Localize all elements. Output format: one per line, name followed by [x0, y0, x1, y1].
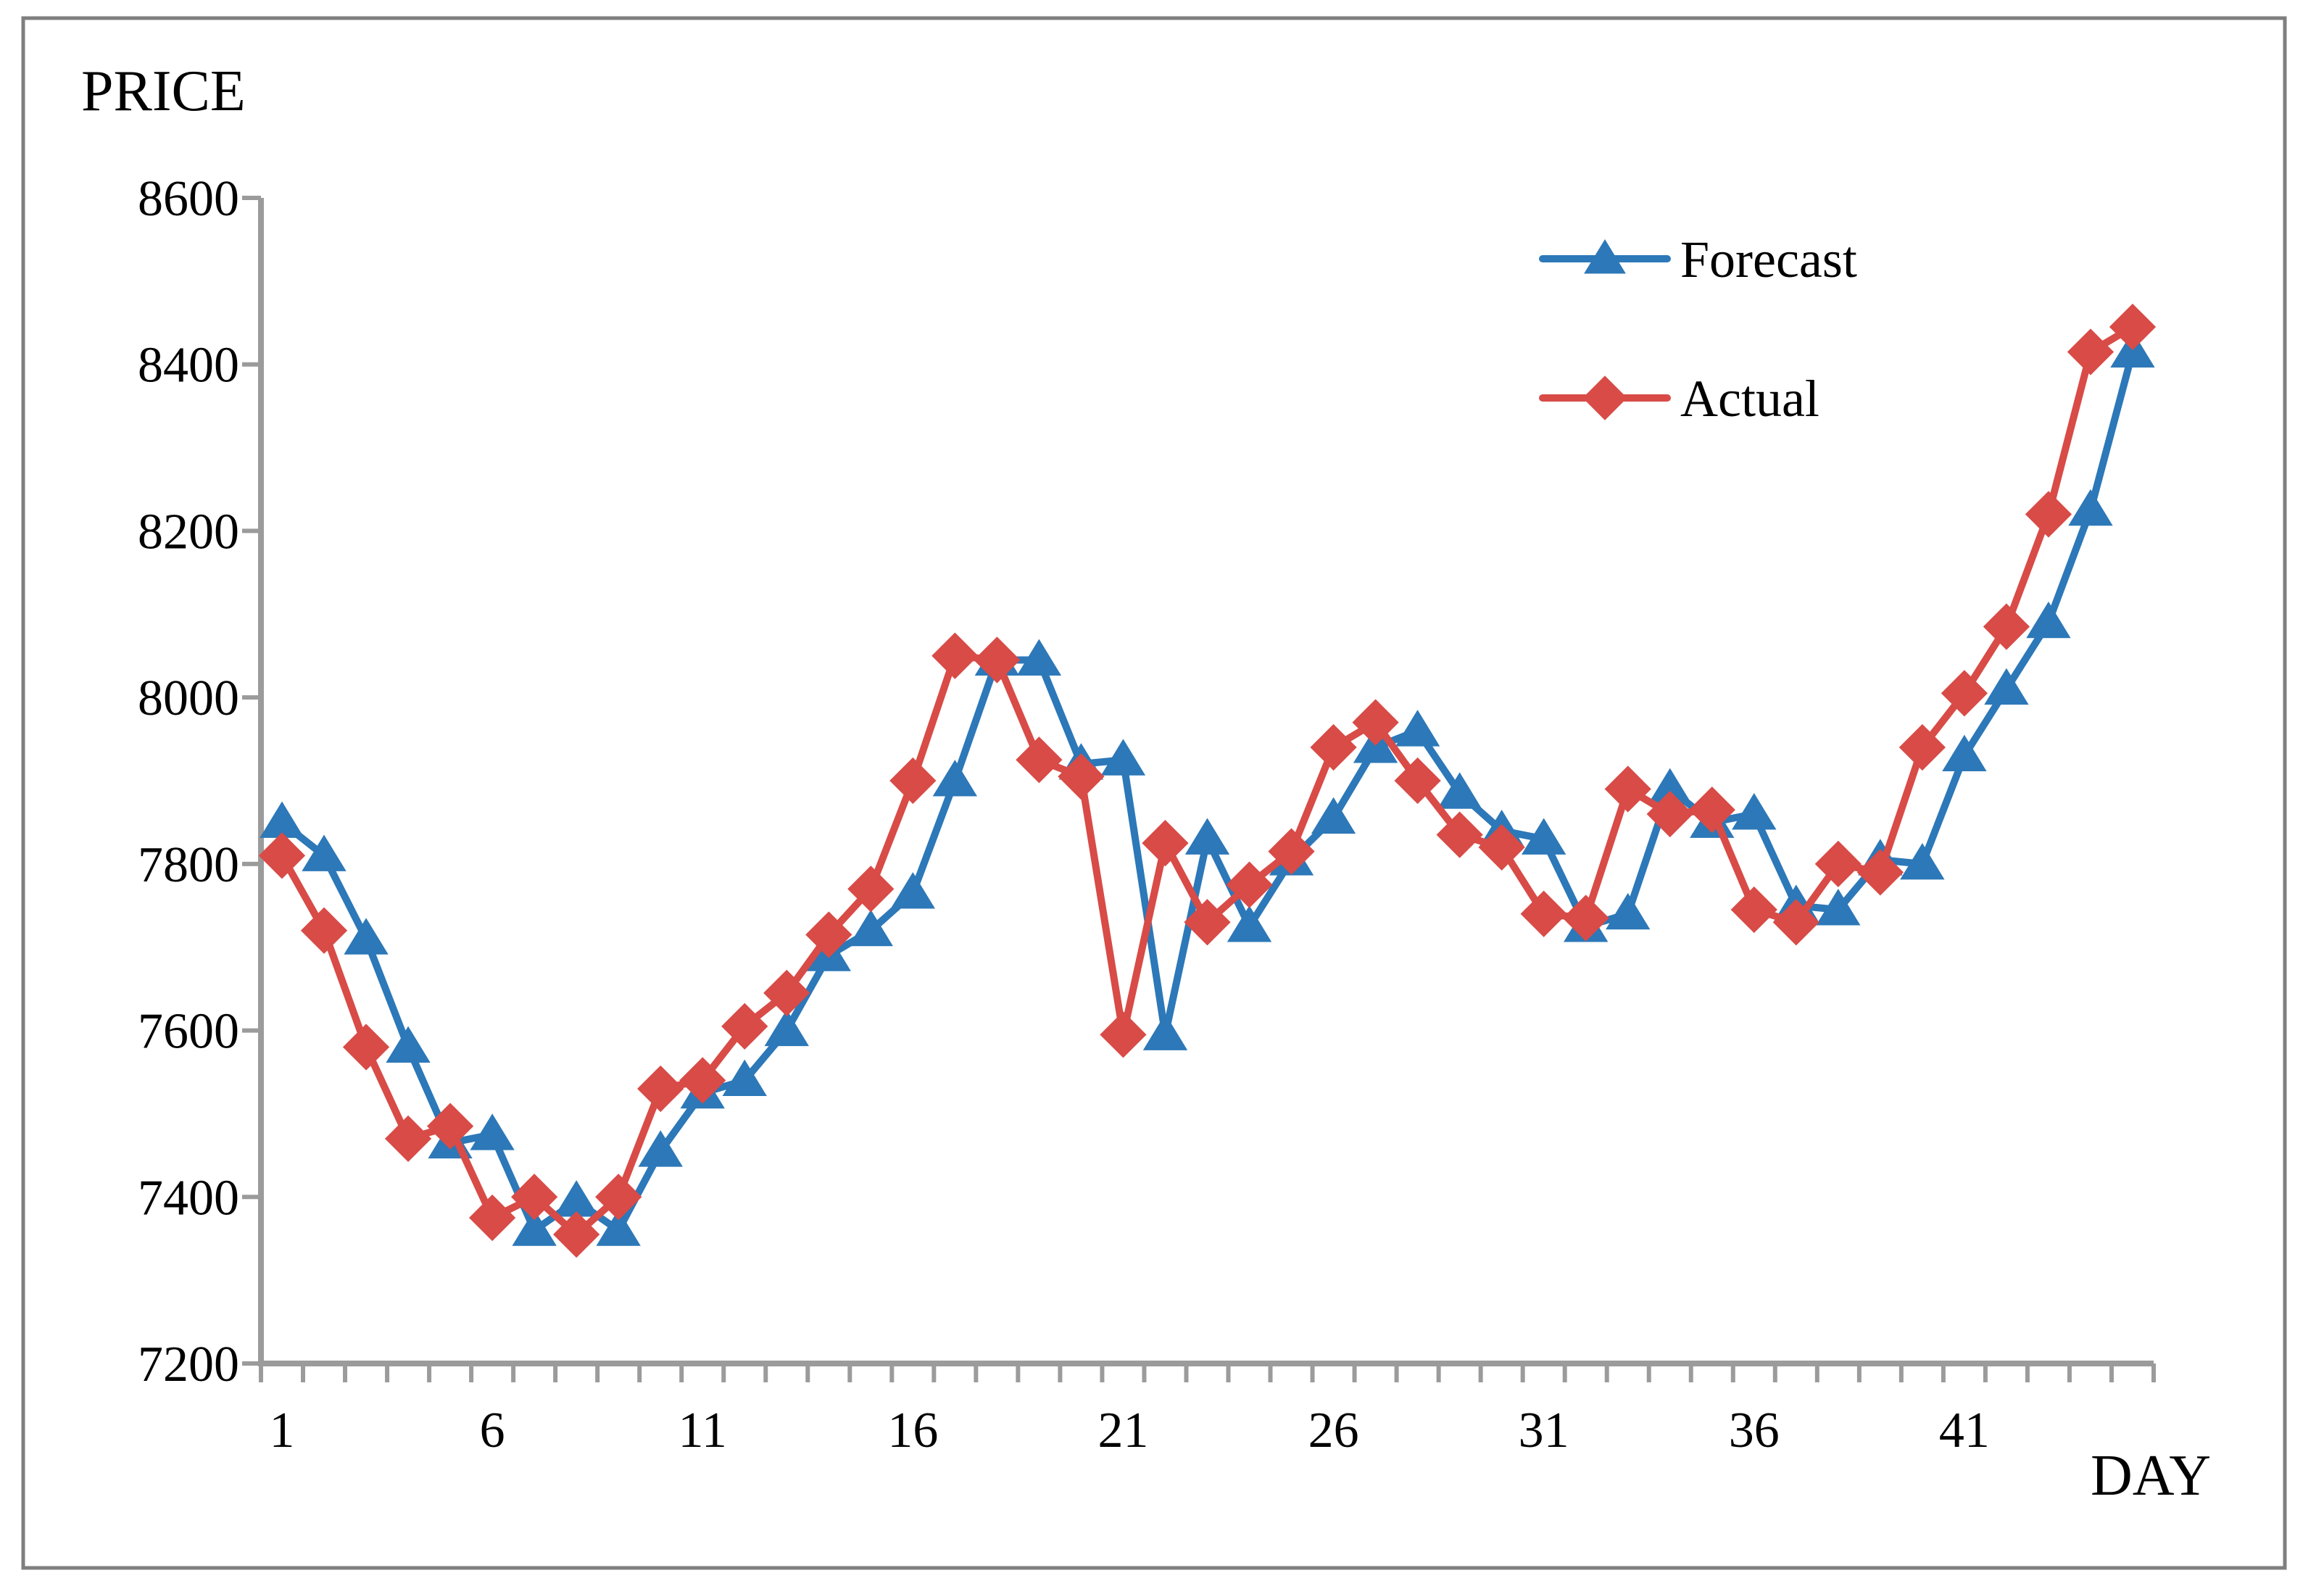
x-tick-label: 16 — [887, 1403, 938, 1458]
x-tick-label: 6 — [480, 1403, 505, 1458]
y-tick-label: 7600 — [138, 1004, 239, 1060]
x-tick-label: 11 — [678, 1403, 727, 1458]
legend-label-forecast: Forecast — [1680, 231, 1857, 289]
y-axis-title: PRICE — [81, 59, 246, 123]
legend-label-actual: Actual — [1680, 370, 1819, 428]
y-tick-label: 8000 — [138, 671, 239, 726]
series-markers-actual — [258, 303, 2157, 1258]
series-line-forecast — [278, 348, 2136, 1234]
series-markers-forecast — [260, 331, 2155, 1246]
series-line-actual — [278, 323, 2136, 1238]
x-axis-title: DAY — [2091, 1444, 2211, 1508]
y-tick-label: 8200 — [138, 504, 239, 560]
legend-diamond-icon — [1582, 375, 1627, 420]
x-tick-label: 1 — [270, 1403, 295, 1458]
y-tick-label: 7800 — [138, 837, 239, 893]
y-tick-label: 8400 — [138, 338, 239, 394]
y-tick-label: 7400 — [138, 1170, 239, 1226]
x-tick-label: 21 — [1097, 1403, 1148, 1458]
x-tick-label: 36 — [1729, 1403, 1780, 1458]
x-tick-label: 31 — [1519, 1403, 1569, 1458]
legend-triangle-icon — [1584, 239, 1626, 274]
x-tick-label: 41 — [1939, 1403, 1990, 1458]
figure-border — [21, 16, 2287, 1570]
y-tick-label: 8600 — [138, 171, 239, 227]
x-tick-label: 26 — [1308, 1403, 1359, 1458]
y-tick-label: 7200 — [138, 1337, 239, 1392]
